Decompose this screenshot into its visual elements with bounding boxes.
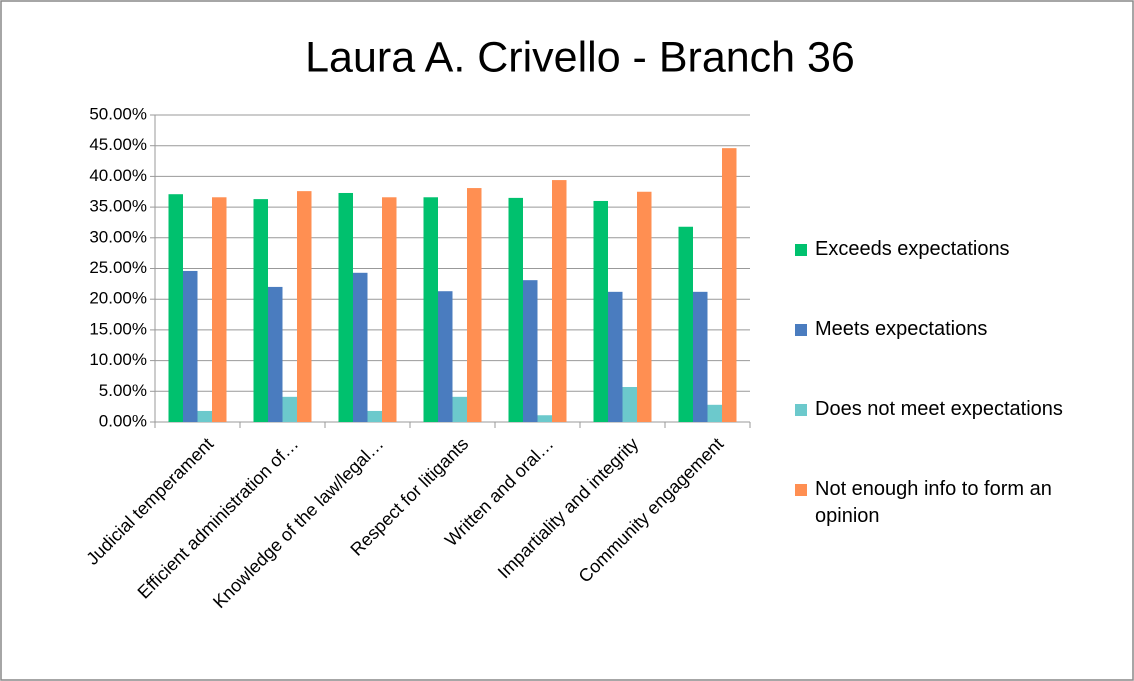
- bar: [537, 415, 552, 422]
- bar: [622, 387, 637, 422]
- legend: Exceeds expectations Meets expectations Do…: [795, 236, 1115, 556]
- y-tick-label: 10.00%: [89, 350, 147, 369]
- y-tick-label: 0.00%: [99, 411, 147, 430]
- y-tick-label: 5.00%: [99, 381, 147, 400]
- bar: [552, 180, 567, 422]
- bar: [282, 396, 297, 422]
- bar: [452, 396, 467, 422]
- legend-swatch: [795, 484, 807, 496]
- y-tick-label: 35.00%: [89, 197, 147, 216]
- bar: [353, 272, 368, 422]
- bar: [438, 291, 453, 422]
- y-tick-label: 40.00%: [89, 166, 147, 185]
- bar: [637, 191, 652, 422]
- bar: [197, 410, 212, 422]
- bar: [722, 148, 737, 422]
- legend-label: Exceeds expectations: [815, 238, 1010, 260]
- bar: [467, 188, 482, 422]
- bar: [382, 197, 397, 422]
- bar: [297, 191, 312, 422]
- y-tick-label: 25.00%: [89, 258, 147, 277]
- chart-title: Laura A. Crivello - Branch 36: [305, 33, 855, 81]
- legend-item: Exceeds expectations: [795, 236, 1115, 316]
- legend-label: Not enough info to form an opinion: [815, 478, 1052, 527]
- legend-label: Meets expectations: [815, 318, 988, 340]
- bar: [268, 286, 283, 422]
- y-tick-label: 30.00%: [89, 227, 147, 246]
- bar: [593, 200, 608, 422]
- y-tick-label: 15.00%: [89, 319, 147, 338]
- bar: [183, 270, 198, 422]
- y-tick-label: 50.00%: [89, 104, 147, 123]
- bar: [508, 197, 523, 422]
- legend-item: Not enough info to form an opinion: [795, 476, 1115, 556]
- legend-label: Does not meet expectations: [815, 398, 1063, 420]
- legend-swatch: [795, 324, 807, 336]
- legend-item: Meets expectations: [795, 316, 1115, 396]
- bar: [693, 291, 708, 422]
- bar: [168, 194, 183, 422]
- bar: [253, 199, 268, 422]
- bar: [678, 226, 693, 422]
- bar: [212, 197, 227, 422]
- bar: [338, 192, 353, 422]
- legend-swatch: [795, 244, 807, 256]
- legend-item: Does not meet expectations: [795, 396, 1115, 476]
- y-tick-label: 20.00%: [89, 289, 147, 308]
- bar: [707, 404, 722, 422]
- legend-swatch: [795, 404, 807, 416]
- bar: [523, 280, 538, 422]
- bar: [367, 410, 382, 422]
- bar: [423, 197, 438, 422]
- bar: [608, 291, 623, 422]
- y-tick-label: 45.00%: [89, 135, 147, 154]
